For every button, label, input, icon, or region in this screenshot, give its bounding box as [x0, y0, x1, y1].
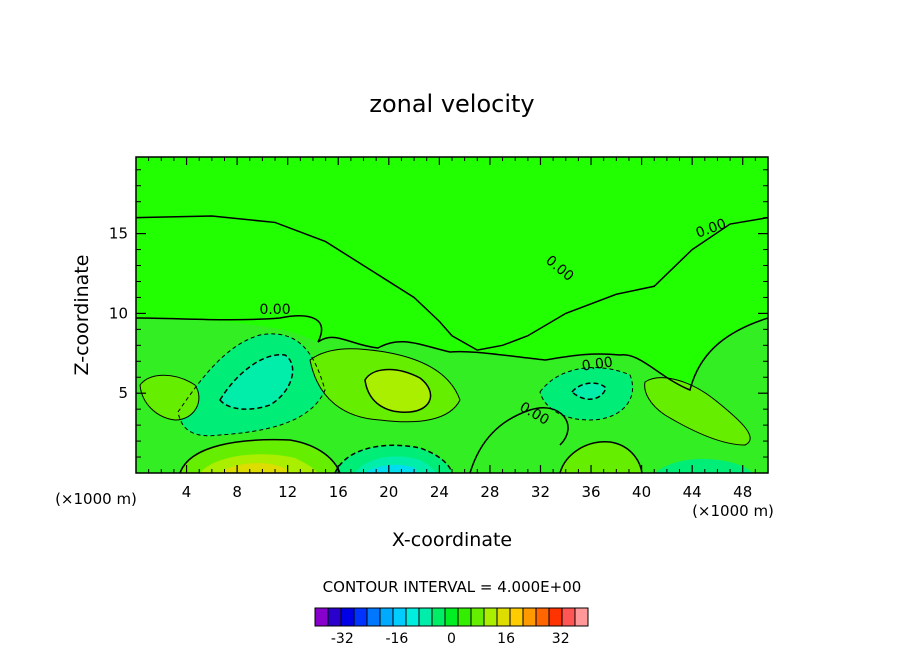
colorbar-swatch: [483, 607, 498, 627]
negative-core-right: [572, 383, 606, 400]
colorbar-tick-label: 16: [497, 631, 515, 647]
colorbar-swatch: [561, 607, 576, 627]
surface-jet-contour: [179, 438, 341, 473]
colorbar-tick-label: 32: [552, 631, 570, 647]
surface-negative-contour: [334, 444, 453, 473]
x-tick-label: 44: [683, 483, 702, 501]
surface-positive-right: [560, 441, 642, 473]
colorbar-swatch: [418, 607, 433, 627]
colorbar-swatch: [548, 607, 563, 627]
colorbar-swatch: [574, 607, 589, 627]
colorbar-swatch: [496, 607, 511, 627]
zero-contour: [136, 215, 768, 351]
plot-area: 0.000.000.000.000.00 4 8 12 16 20 24 28 32 36 40 4…: [109, 156, 769, 501]
colorbar-swatch: [366, 607, 381, 627]
positive-core-centre: [365, 369, 431, 413]
colorbar-swatch: [353, 607, 368, 627]
positive-contour-centre: [309, 348, 461, 423]
y-ticks: 5 10 15: [109, 169, 768, 458]
colorbar-swatch: [457, 607, 472, 627]
x-axis-label: X-coordinate: [392, 529, 512, 551]
x-tick-label: 48: [733, 483, 752, 501]
y-tick-label: 5: [118, 384, 128, 402]
colorbar-swatch: [470, 607, 485, 627]
colorbar-swatch: [405, 607, 420, 627]
colorbar-swatch: [314, 607, 329, 627]
positive-contour-far-left: [139, 374, 200, 421]
negative-core-left: [220, 354, 293, 410]
low-zero-contour: [469, 407, 569, 473]
contour-label: 0.00: [581, 354, 614, 374]
x-unit-label-left: (×1000 m): [55, 490, 137, 508]
contour-label: 0.00: [259, 302, 290, 318]
colorbar-swatch: [509, 607, 524, 627]
x-tick-label: 32: [531, 483, 550, 501]
x-tick-label: 12: [278, 483, 297, 501]
y-tick-label: 10: [109, 304, 128, 322]
colorbar-swatch: [392, 607, 407, 627]
zero-contour-mid: [317, 317, 768, 392]
colorbar-labels: -32 -16 0 16 32: [331, 631, 570, 647]
y-axis-label: Z-coordinate: [71, 255, 93, 376]
colorbar: [314, 607, 589, 627]
colorbar-swatch: [340, 607, 355, 627]
colorbar-tick-label: -32: [331, 631, 354, 647]
colorbar-swatch: [379, 607, 394, 627]
negative-contour-left: [177, 333, 326, 437]
contour-interval-text: CONTOUR INTERVAL = 4.000E+00: [323, 578, 582, 596]
positive-contour-centre-inner: [364, 368, 432, 413]
colorbar-swatch: [522, 607, 537, 627]
positive-contour-right: [644, 377, 751, 446]
x-tick-label: 24: [430, 483, 449, 501]
colorbar-tick-label: -16: [385, 631, 408, 647]
colorbar-swatch: [431, 607, 446, 627]
colorbar-tick-label: 0: [447, 631, 456, 647]
negative-contour-right-inner: [570, 382, 607, 400]
colorbar-swatch: [444, 607, 459, 627]
x-ticks: 4 8 12 16 20 24 28 32 36 40 44 48: [148, 157, 756, 501]
negative-contour-right: [539, 367, 634, 421]
chart-title: zonal velocity: [369, 90, 534, 118]
x-tick-label: 40: [632, 483, 651, 501]
x-tick-label: 36: [581, 483, 600, 501]
positive-band: [136, 268, 768, 473]
zero-contour-lower: [136, 315, 323, 343]
y-tick-label: 15: [109, 225, 128, 243]
positive-region-far-left: [140, 375, 199, 420]
surface-negative-core: [365, 464, 418, 473]
colorbar-swatch: [327, 607, 342, 627]
positive-region-right: [644, 377, 751, 445]
contour-lines: [136, 215, 768, 473]
colorbar-swatch: [535, 607, 550, 627]
x-tick-label: 20: [379, 483, 398, 501]
contour-fields: [136, 268, 768, 473]
x-tick-label: 28: [480, 483, 499, 501]
x-tick-label: 8: [232, 483, 242, 501]
x-tick-label: 16: [329, 483, 348, 501]
negative-contour-left-inner: [219, 354, 294, 410]
x-unit-label-right: (×1000 m): [692, 502, 774, 520]
x-tick-label: 4: [182, 483, 192, 501]
surface-positive-right-contour: [559, 441, 643, 473]
